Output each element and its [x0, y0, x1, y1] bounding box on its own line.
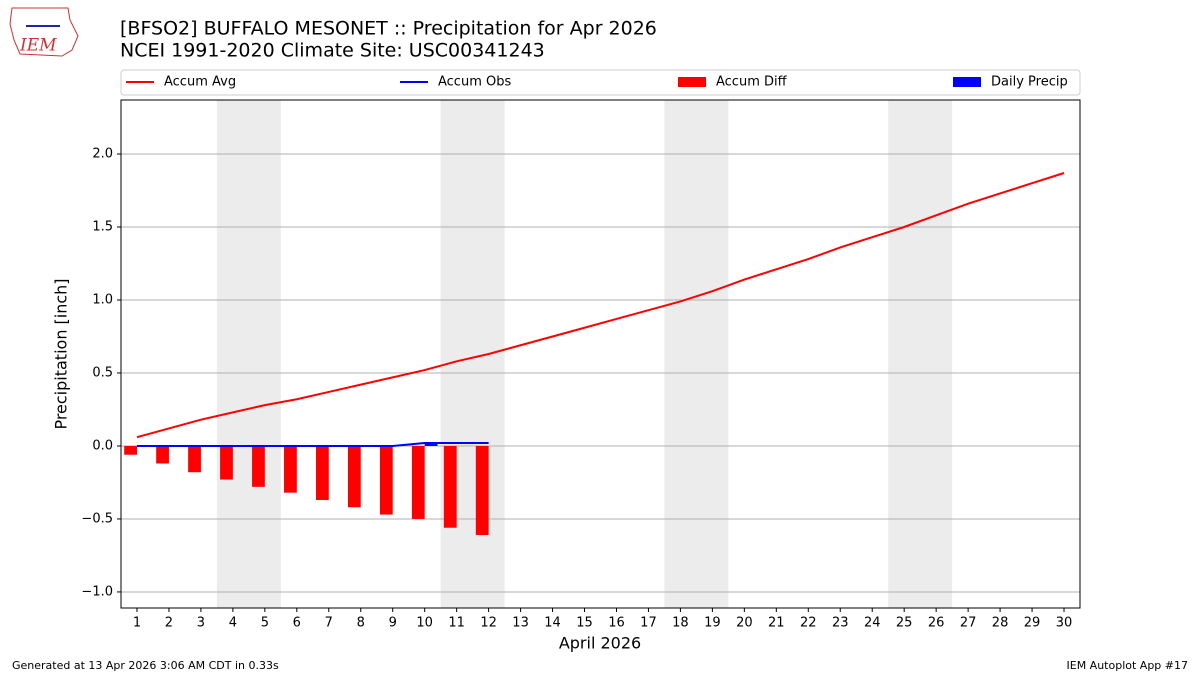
x-tick-label: 19 [704, 616, 721, 631]
y-tick-label: 2.0 [92, 147, 113, 162]
x-tick-label: 27 [960, 616, 977, 631]
footer-left: Generated at 13 Apr 2026 3:06 AM CDT in … [12, 659, 279, 672]
weekend-shade [216, 100, 281, 608]
x-tick-label: 7 [325, 616, 333, 631]
x-tick-label: 20 [736, 616, 753, 631]
x-tick-label: 11 [448, 616, 465, 631]
legend-label: Accum Avg [164, 75, 236, 90]
line [136, 442, 489, 447]
bar [424, 443, 438, 446]
legend-label: Accum Diff [716, 75, 788, 90]
bar [315, 445, 329, 500]
x-tick-label: 14 [544, 616, 561, 631]
x-tick-label: 24 [864, 616, 881, 631]
y-tick-label: 1.5 [92, 220, 113, 235]
x-tick-label: 26 [928, 616, 945, 631]
y-tick-label: 0.5 [92, 365, 113, 380]
legend-box [120, 69, 1081, 96]
y-tick-label: −0.5 [81, 511, 113, 526]
logo-text: IEM [19, 36, 57, 56]
x-tick-label: 29 [1024, 616, 1041, 631]
y-axis-label: Precipitation [inch] [52, 278, 71, 429]
bar [124, 445, 137, 455]
x-tick-label: 6 [293, 616, 301, 631]
bar [411, 445, 425, 519]
x-tick-label: 4 [229, 616, 237, 631]
legend-swatch [953, 77, 981, 87]
logo-outline [9, 7, 79, 57]
x-tick-label: 9 [389, 616, 397, 631]
x-tick-label: 12 [480, 616, 497, 631]
bar [156, 445, 169, 464]
x-tick-label: 23 [832, 616, 849, 631]
x-tick-label: 13 [512, 616, 529, 631]
x-tick-label: 22 [800, 616, 817, 631]
weekend-shade [664, 100, 729, 608]
bar [220, 445, 233, 480]
legend-swatch [678, 77, 706, 87]
bar [347, 445, 361, 508]
x-tick-label: 21 [768, 616, 785, 631]
x-tick-label: 10 [416, 616, 433, 631]
y-tick-label: 1.0 [92, 292, 113, 307]
legend-label: Accum Obs [438, 75, 511, 90]
y-tick-label: −1.0 [81, 584, 113, 599]
bar [284, 445, 297, 493]
line [136, 172, 1065, 439]
x-tick-label: 8 [357, 616, 365, 631]
legend-label: Daily Precip [991, 75, 1068, 90]
x-tick-label: 16 [608, 616, 625, 631]
x-tick-label: 5 [261, 616, 269, 631]
plot-frame [120, 99, 1081, 609]
x-tick-label: 1 [133, 616, 141, 631]
x-tick-label: 18 [672, 616, 689, 631]
bar [188, 445, 201, 473]
x-axis-label: April 2026 [559, 634, 641, 653]
bar [475, 445, 489, 536]
x-tick-label: 3 [197, 616, 205, 631]
x-tick-label: 15 [576, 616, 593, 631]
chart-subtitle: NCEI 1991-2020 Climate Site: USC00341243 [120, 40, 545, 62]
chart-title: [BFSO2] BUFFALO MESONET :: Precipitation… [120, 18, 657, 40]
weekend-shade [440, 100, 505, 608]
bar [379, 445, 393, 515]
x-tick-label: 2 [165, 616, 173, 631]
footer-right: IEM Autoplot App #17 [1067, 659, 1189, 672]
x-tick-label: 28 [992, 616, 1009, 631]
bar [252, 445, 265, 487]
bar [443, 445, 457, 528]
x-tick-label: 25 [896, 616, 913, 631]
x-tick-label: 30 [1056, 616, 1073, 631]
y-tick-label: 0.0 [92, 438, 113, 453]
x-tick-label: 17 [640, 616, 657, 631]
logo: IEM [9, 7, 79, 57]
weekend-shade [888, 100, 953, 608]
